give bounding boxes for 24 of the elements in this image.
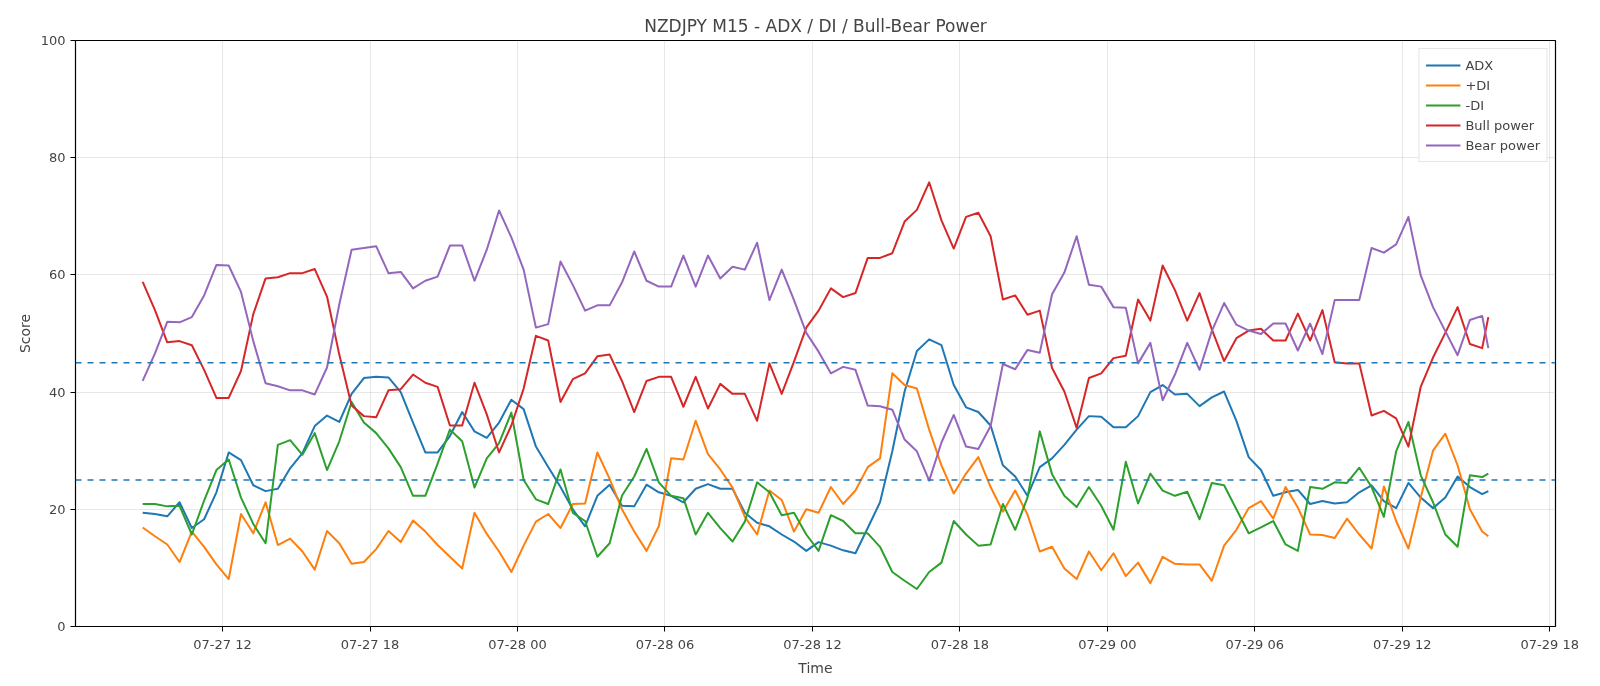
x-tick-label: 07-27 12 [193,636,252,652]
x-tick-label: 07-28 12 [783,636,842,652]
x-tick-label: 07-28 06 [635,636,695,652]
legend-label: Bear power [1465,137,1540,153]
y-tick-label: 80 [48,150,66,166]
y-tick-label: 20 [48,501,66,517]
x-tick-label: 07-29 18 [1520,636,1579,652]
y-tick-label: 60 [48,267,66,283]
y-tick-label: 100 [40,33,66,48]
y-tick-label: 0 [57,619,66,634]
legend-label: -DI [1465,97,1485,113]
chart-title: NZDJPY M15 - ADX / DI / Bull-Bear Power [644,15,987,36]
legend-label: ADX [1465,57,1494,73]
x-tick-label: 07-28 18 [930,636,990,652]
x-tick-label: 07-27 18 [340,636,400,652]
x-tick-label: 07-29 06 [1225,636,1285,652]
x-axis-title: Time [797,659,833,676]
legend-label: Bull power [1465,117,1535,133]
y-axis-title: Score [16,313,33,354]
legend-label: +DI [1465,77,1491,93]
y-tick-label: 40 [48,384,66,400]
x-tick-label: 07-28 00 [488,636,547,652]
x-tick-label: 07-29 12 [1373,636,1432,652]
x-tick-label: 07-29 00 [1078,636,1137,652]
